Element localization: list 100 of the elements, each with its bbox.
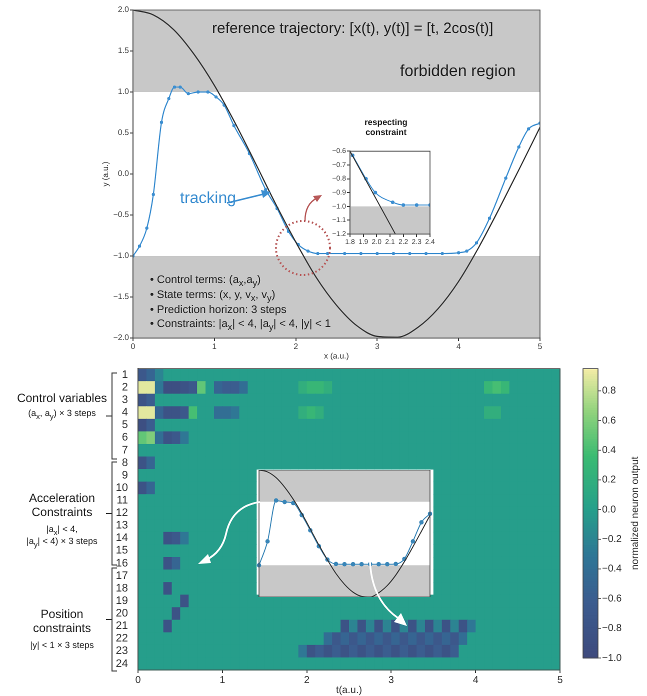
point [326, 252, 330, 256]
point [385, 562, 390, 566]
color-bar-label: 0.2 [602, 474, 616, 486]
x-tick-label: 3 [374, 342, 380, 352]
y-tick-label: 17 [116, 570, 128, 582]
y-tick-label: 23 [116, 645, 128, 658]
x-tick-label: 1 [220, 674, 226, 686]
x-tick-label: 5 [557, 674, 564, 686]
color-bar-label: −0.4 [602, 564, 622, 575]
y-tick-label: 19 [116, 594, 128, 607]
text: Acceleration Constraints [28, 491, 96, 519]
point [359, 562, 364, 566]
point [376, 562, 381, 566]
y-tick-label: 0.0 [118, 169, 130, 178]
y-tick-label: 6 [122, 432, 128, 444]
y-tick-label: 18 [116, 582, 128, 594]
annotation: • Constraints: |a$_{x}$| < 4, |a$_{y}$| < 4, |y| < 1 [150, 318, 331, 332]
text: |a$_{y}$| < 4) × 3 steps [26, 536, 98, 549]
y-tick-label: 24 [116, 658, 128, 670]
color-bar-label: 0.0 [602, 504, 616, 516]
point [152, 192, 155, 196]
point [306, 249, 310, 253]
x-tick-label: 0 [135, 674, 142, 686]
point [282, 500, 287, 504]
y-tick-label: 2.0 [118, 5, 130, 14]
color-bar-label: −0.8 [602, 623, 622, 634]
point [488, 216, 492, 220]
y-tick-label: 1 [122, 368, 128, 381]
point [167, 96, 170, 100]
y-tick-label: 20 [116, 608, 128, 620]
point [424, 252, 428, 256]
point [350, 562, 356, 566]
point [527, 127, 530, 130]
color-bar-label: −0.2 [602, 534, 622, 546]
point [419, 520, 424, 525]
point [316, 252, 320, 256]
point [410, 539, 416, 544]
color-bar-label: 0.8 [602, 386, 616, 397]
y-tick-label: 22 [116, 632, 128, 645]
point [343, 252, 346, 256]
text: |a$_{x}$| < 4, [46, 524, 78, 537]
y-tick-label: 3 [122, 394, 128, 406]
band-label: forbidden region [400, 63, 516, 81]
y-tick-label: −1.0 [113, 251, 130, 260]
point [394, 562, 398, 566]
y-tick-label: 21 [116, 620, 128, 632]
line-series [133, 10, 540, 338]
point [342, 562, 347, 566]
point [145, 226, 148, 230]
y-tick-label: 1.5 [118, 46, 130, 56]
color-bar-label: −1.0 [602, 652, 622, 664]
y-tick-label: 2 [122, 381, 128, 394]
x-tick-label: 5 [538, 342, 543, 352]
x-tick-label: 4 [472, 674, 479, 686]
color-bar-label: −0.6 [602, 593, 622, 604]
point [264, 188, 268, 192]
point [232, 124, 236, 128]
y-tick-label: 15 [116, 544, 128, 557]
color-bar-label: 0.6 [602, 415, 616, 426]
x-tick-label: 0 [130, 342, 136, 352]
y-tick-label: 10 [116, 482, 128, 494]
color-bar-title: normalized neuron output [630, 456, 641, 570]
point [160, 120, 164, 124]
point [334, 562, 338, 566]
point [414, 203, 418, 207]
y-tick-label: −1.5 [113, 292, 130, 302]
annotation: reference trajectory: [x(t), y(t)] = [t, 2cos(t)] [212, 20, 494, 37]
point [359, 252, 363, 256]
legend-label: tracking [180, 190, 236, 208]
point [392, 252, 396, 256]
point [465, 249, 468, 253]
point [214, 95, 218, 99]
x-axis-title: t(a.u.) [336, 684, 362, 696]
y-tick-label: 14 [116, 532, 128, 544]
point [408, 252, 412, 256]
annotation: • State terms: (x, y, v$_{x}$, v$_{y}$) [150, 289, 276, 304]
y-tick-label: 1.0 [118, 87, 130, 96]
y-tick-label: 11 [116, 494, 128, 506]
point [474, 241, 478, 244]
point [172, 85, 176, 89]
text: Control variables [16, 391, 108, 405]
point [265, 539, 270, 544]
line-series [133, 85, 540, 258]
x-tick-label: 4 [456, 342, 462, 352]
y-tick-label: 13 [116, 520, 128, 532]
point [206, 90, 210, 94]
x-tick-label: 2 [294, 342, 299, 352]
point [390, 200, 394, 204]
point [178, 85, 182, 89]
point [504, 176, 508, 180]
text: |y| < 1 × 3 steps [30, 640, 94, 650]
y-tick-label: 0.5 [118, 128, 130, 138]
x-tick-label: 3 [388, 674, 394, 686]
x-tick-label: 2 [304, 674, 310, 686]
x-tick-label: 1 [212, 342, 218, 352]
y-tick-label: 4 [122, 406, 128, 419]
y-tick-label: 16 [116, 557, 128, 570]
point [138, 244, 142, 248]
point [517, 145, 520, 149]
point [457, 251, 460, 254]
